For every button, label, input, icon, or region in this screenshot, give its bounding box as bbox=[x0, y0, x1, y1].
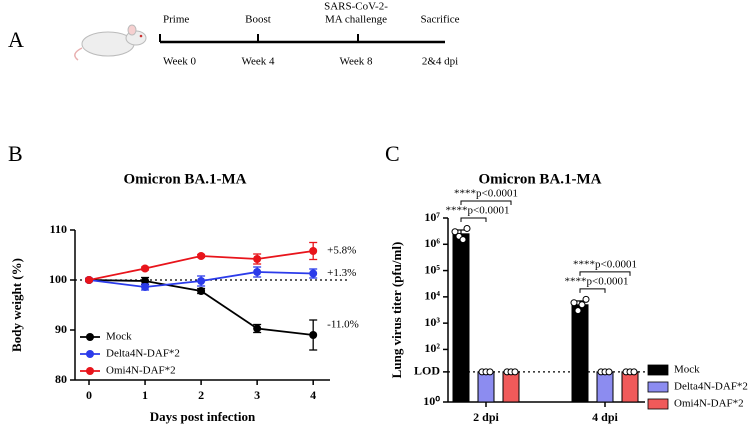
data-point bbox=[141, 283, 150, 291]
legend-marker bbox=[86, 333, 94, 341]
bar bbox=[571, 304, 589, 403]
event-label: Prime bbox=[163, 14, 189, 26]
legend-swatch bbox=[647, 364, 669, 376]
y-tick-label: 110 bbox=[50, 222, 67, 236]
x-axis-label: Days post infection bbox=[150, 409, 256, 424]
y-tick-label: 90 bbox=[55, 322, 67, 336]
event-label: Boost bbox=[245, 14, 271, 26]
data-point bbox=[85, 276, 94, 284]
x-tick-label: 1 bbox=[142, 388, 148, 402]
legend-label: Omi4N-DAF*2 bbox=[674, 398, 744, 410]
legend-label: Delta4N-DAF*2 bbox=[674, 381, 748, 393]
event-time: Week 8 bbox=[339, 56, 373, 68]
data-point bbox=[309, 331, 318, 339]
end-label: +5.8% bbox=[327, 245, 356, 257]
data-point bbox=[197, 277, 206, 285]
panel-label: A bbox=[8, 27, 24, 52]
legend-label: Omi4N-DAF*2 bbox=[106, 365, 176, 377]
y-tick-label: 100 bbox=[49, 272, 67, 286]
x-tick-label: 2 bbox=[198, 388, 204, 402]
mouse-icon bbox=[74, 24, 147, 61]
x-tick-label: 2 dpi bbox=[473, 410, 499, 424]
x-tick-label: 4 bbox=[310, 388, 316, 402]
legend-swatch bbox=[647, 398, 669, 410]
legend-label: Mock bbox=[106, 331, 132, 343]
data-point bbox=[253, 268, 262, 276]
data-point bbox=[309, 269, 318, 278]
legend-label: Delta4N-DAF*2 bbox=[106, 348, 180, 360]
data-point bbox=[253, 324, 262, 333]
x-tick-label: 0 bbox=[86, 388, 92, 402]
event-time: 2&4 dpi bbox=[422, 56, 458, 68]
data-point bbox=[451, 228, 459, 236]
bar bbox=[621, 371, 639, 403]
panel-label: C bbox=[385, 141, 400, 166]
legend-swatch bbox=[647, 381, 669, 393]
significance-bracket bbox=[579, 271, 631, 276]
data-point bbox=[463, 224, 471, 232]
x-tick-label: 4 dpi bbox=[592, 410, 618, 424]
data-point bbox=[141, 264, 150, 273]
end-label: -11.0% bbox=[327, 319, 359, 331]
data-point bbox=[459, 236, 467, 244]
significance-label: ****p<0.0001 bbox=[565, 275, 629, 287]
data-point bbox=[605, 368, 613, 376]
significance-bracket bbox=[460, 217, 487, 222]
significance-bracket bbox=[460, 200, 512, 205]
chart-title: Omicron BA.1-MA bbox=[123, 171, 246, 187]
y-axis-label: Lung virus titer (pfu/ml) bbox=[389, 242, 404, 379]
data-point bbox=[197, 287, 206, 295]
data-point bbox=[253, 255, 262, 263]
significance-bracket bbox=[579, 288, 606, 293]
y-tick-label: 10² bbox=[424, 341, 440, 355]
event-time: Week 4 bbox=[241, 56, 275, 68]
y-tick-label: LOD bbox=[414, 364, 440, 378]
data-point bbox=[630, 368, 638, 376]
event-label: Sacrifice bbox=[420, 14, 459, 26]
bar bbox=[477, 371, 495, 403]
significance-label: ****p<0.0001 bbox=[446, 205, 510, 217]
bar bbox=[452, 233, 470, 403]
legend-marker bbox=[86, 350, 94, 358]
y-tick-label: 10⁶ bbox=[424, 236, 440, 250]
y-axis-label: Body weight (%) bbox=[9, 258, 24, 352]
event-label: SARS-CoV-2- bbox=[324, 1, 388, 13]
y-tick-label: 10⁰ bbox=[423, 394, 440, 408]
panel-label: B bbox=[8, 141, 23, 166]
data-point bbox=[141, 277, 150, 285]
event-label: MA challenge bbox=[325, 14, 387, 26]
y-tick-label: 10⁷ bbox=[424, 210, 440, 224]
data-point bbox=[570, 299, 578, 307]
data-point bbox=[511, 368, 519, 376]
bar bbox=[502, 371, 520, 403]
end-label: +1.3% bbox=[327, 267, 356, 279]
data-point bbox=[486, 368, 494, 376]
y-tick-label: 10⁴ bbox=[424, 289, 440, 303]
y-tick-label: 10³ bbox=[424, 315, 440, 329]
event-time: Week 0 bbox=[163, 56, 197, 68]
data-point bbox=[582, 295, 590, 303]
y-tick-label: 10⁵ bbox=[424, 262, 440, 276]
significance-label: ****p<0.0001 bbox=[573, 258, 637, 270]
y-tick-label: 80 bbox=[55, 372, 67, 386]
legend-marker bbox=[86, 367, 94, 375]
legend-label: Mock bbox=[674, 364, 700, 376]
chart-title: Omicron BA.1-MA bbox=[478, 171, 601, 187]
significance-label: ****p<0.0001 bbox=[454, 188, 518, 200]
data-point bbox=[309, 247, 318, 255]
data-point bbox=[197, 252, 206, 260]
data-point bbox=[578, 301, 586, 309]
x-tick-label: 3 bbox=[254, 388, 260, 402]
bar bbox=[596, 371, 614, 403]
data-point bbox=[574, 307, 582, 315]
